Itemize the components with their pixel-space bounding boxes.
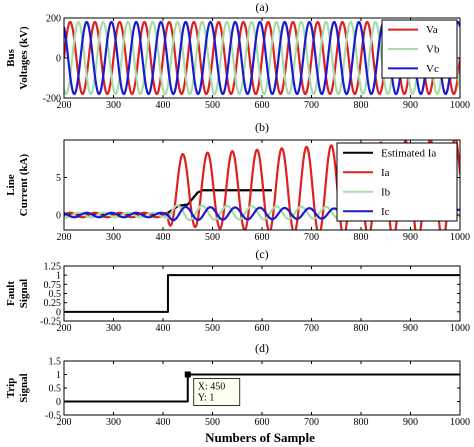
y-tick-label: 5 bbox=[56, 173, 61, 184]
x-tick-label: 500 bbox=[205, 100, 220, 111]
x-tick-label: 300 bbox=[106, 417, 121, 428]
y-tick-label: 1 bbox=[56, 271, 61, 282]
x-tick-label: 1000 bbox=[450, 323, 470, 334]
series-line-signal bbox=[64, 274, 460, 313]
y-tick-label: 0.25 bbox=[44, 298, 62, 309]
y-axis-label: Signal bbox=[18, 373, 30, 402]
x-tick-label: 700 bbox=[304, 417, 319, 428]
x-tick-label: 800 bbox=[354, 100, 369, 111]
y-axis-label: Line bbox=[5, 174, 17, 196]
x-tick-label: 200 bbox=[57, 323, 72, 334]
x-tick-label: 1000 bbox=[450, 417, 470, 428]
subplot-title: (b) bbox=[255, 120, 269, 134]
x-tick-label: 500 bbox=[205, 323, 220, 334]
y-tick-label: 0 bbox=[56, 54, 61, 65]
datatip-text: X: 450 bbox=[198, 382, 226, 393]
y-tick-label: 0 bbox=[56, 397, 61, 408]
x-tick-label: 300 bbox=[106, 100, 121, 111]
legend-entry: Estimated Ia bbox=[381, 147, 436, 159]
x-tick-label: 600 bbox=[255, 232, 270, 243]
y-tick-label: 0.5 bbox=[49, 289, 62, 300]
x-tick-label: 800 bbox=[354, 323, 369, 334]
datatip-box bbox=[193, 378, 241, 406]
y-axis-label: Bus bbox=[5, 48, 17, 66]
y-tick-label: 1.5 bbox=[49, 357, 62, 368]
datatip-text: Y: 1 bbox=[198, 393, 215, 404]
x-tick-label: 400 bbox=[156, 323, 171, 334]
y-axis-label: Fault bbox=[5, 281, 17, 306]
legend: Va Vb Vc bbox=[381, 19, 458, 79]
y-tick-label: 200 bbox=[46, 14, 61, 25]
y-tick-label: 1 bbox=[56, 370, 61, 381]
x-tick-label: 600 bbox=[255, 323, 270, 334]
x-tick-label: 900 bbox=[403, 417, 418, 428]
y-tick-label: 0 bbox=[56, 211, 61, 222]
subplot-a: (a) Bus Voltages (kV) 200 300 400 500 600 700 800… bbox=[5, 0, 470, 111]
y-tick-label: 0 bbox=[56, 307, 61, 318]
x-tick-label: 700 bbox=[304, 323, 319, 334]
legend-entry: Ic bbox=[381, 206, 390, 218]
plot-frame bbox=[63, 360, 461, 416]
y-tick-label: 0.5 bbox=[49, 384, 62, 395]
x-tick-label: 400 bbox=[156, 232, 171, 243]
x-tick-label: 500 bbox=[205, 232, 220, 243]
x-tick-label: 200 bbox=[57, 232, 72, 243]
x-tick-label: 600 bbox=[255, 100, 270, 111]
x-tick-label: 300 bbox=[106, 232, 121, 243]
x-tick-label: 600 bbox=[255, 417, 270, 428]
legend-entry: Vc bbox=[426, 63, 439, 75]
legend-entry: Ia bbox=[381, 167, 390, 179]
legend-entry: Va bbox=[426, 24, 438, 36]
legend-entry: Ib bbox=[381, 186, 391, 198]
x-tick-label: 400 bbox=[156, 100, 171, 111]
subplot-title: (d) bbox=[255, 341, 269, 355]
legend: Estimated Ia Ia Ib Ic bbox=[336, 142, 458, 222]
y-axis-label: Voltages (kV) bbox=[18, 26, 30, 90]
x-tick-label: 200 bbox=[57, 417, 72, 428]
legend-entry: Vb bbox=[426, 44, 440, 56]
x-tick-label: 700 bbox=[304, 100, 319, 111]
x-tick-label: 700 bbox=[304, 232, 319, 243]
x-tick-label: 900 bbox=[403, 232, 418, 243]
x-tick-label: 500 bbox=[205, 417, 220, 428]
legend-box bbox=[336, 142, 458, 222]
x-axis-label: Numbers of Sample bbox=[205, 430, 315, 445]
x-tick-label: 1000 bbox=[450, 232, 470, 243]
y-tick-label: -0.5 bbox=[45, 411, 61, 422]
subplot-b: (b) Line Current (kA) 200 300 400 500 600 700 800… bbox=[5, 120, 470, 243]
y-axis-label: Trip bbox=[5, 378, 17, 399]
x-tick-label: 900 bbox=[403, 100, 418, 111]
x-tick-label: 200 bbox=[57, 100, 72, 111]
x-tick-label: 800 bbox=[354, 232, 369, 243]
y-tick-label: -0.25 bbox=[40, 317, 61, 328]
series-line-vc bbox=[64, 20, 460, 96]
subplot-title: (c) bbox=[255, 247, 268, 261]
series-line-ia bbox=[64, 140, 460, 230]
datatip-marker bbox=[184, 371, 191, 378]
subplot-title: (a) bbox=[255, 0, 268, 14]
y-axis-label: Current (kA) bbox=[18, 153, 30, 216]
y-axis-label: Signal bbox=[18, 279, 30, 308]
x-tick-label: 800 bbox=[354, 417, 369, 428]
y-tick-label: 0.75 bbox=[44, 280, 62, 291]
y-tick-label: -200 bbox=[43, 94, 61, 105]
x-tick-label: 400 bbox=[156, 417, 171, 428]
series-line-signal bbox=[64, 373, 460, 403]
x-tick-label: 300 bbox=[106, 323, 121, 334]
y-tick-label: 1.25 bbox=[44, 262, 62, 273]
x-tick-label: 900 bbox=[403, 323, 418, 334]
x-tick-label: 1000 bbox=[450, 100, 470, 111]
